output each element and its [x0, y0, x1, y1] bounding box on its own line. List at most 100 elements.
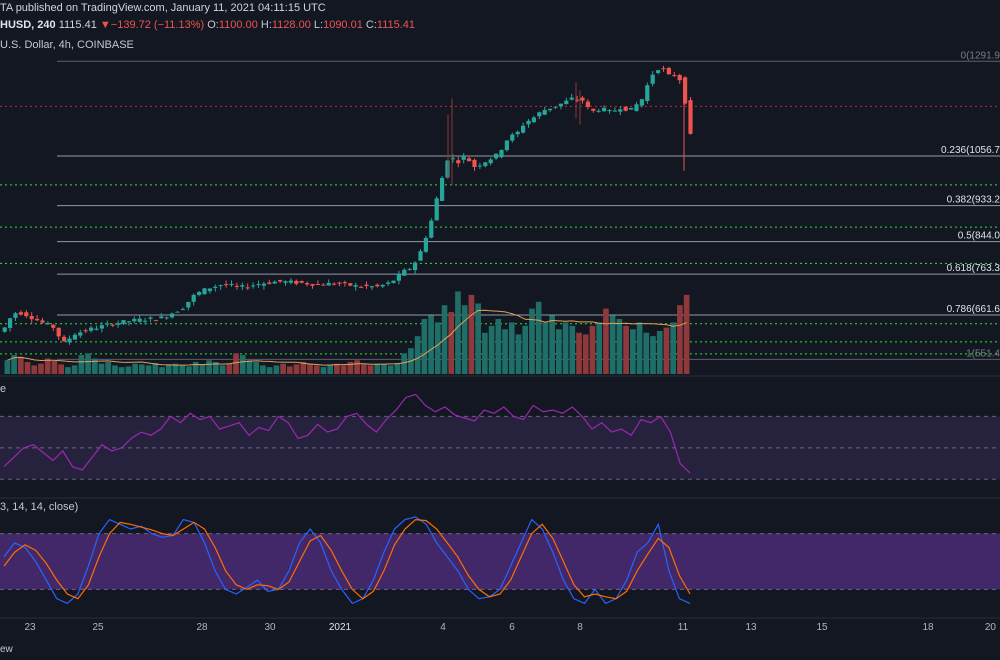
volume-bar: [535, 301, 542, 374]
volume-bar: [206, 360, 212, 374]
candle-up: [67, 338, 72, 343]
candle-up: [240, 285, 245, 287]
candle-up: [612, 110, 617, 112]
volume-bar: [280, 363, 286, 374]
candle-up: [564, 100, 569, 105]
volume-bar: [233, 353, 239, 374]
volume-bar: [508, 322, 515, 374]
candle-up: [494, 153, 499, 159]
candle-up: [569, 97, 574, 100]
volume-bar: [65, 367, 71, 374]
volume-bar: [468, 294, 475, 374]
volume-bar: [85, 353, 91, 374]
volume-bar: [663, 327, 670, 374]
close-value: 1115.41: [376, 19, 416, 31]
volume-bar: [105, 361, 112, 374]
candle-up: [380, 284, 385, 287]
volume-bar: [58, 364, 64, 374]
candle-up: [618, 109, 623, 112]
volume-bar: [186, 366, 192, 374]
candle-up: [99, 325, 104, 329]
volume-bar: [556, 329, 562, 374]
candle-down: [348, 283, 353, 286]
volume-bar: [434, 322, 441, 374]
candle-up: [504, 140, 509, 151]
volume-bar: [347, 361, 354, 374]
x-tick-label: 4: [440, 622, 446, 633]
candle-down: [224, 284, 229, 286]
candle-up: [191, 294, 196, 302]
volume-bar: [414, 336, 421, 374]
x-tick-label: 23: [24, 622, 36, 633]
candle-down: [245, 287, 250, 289]
stoch-band: [0, 533, 1000, 590]
fib-level-label: 0.236(1056.7: [941, 145, 1000, 156]
candle-up: [283, 281, 288, 283]
fib-level-label: 0.786(661.6: [947, 304, 1000, 315]
candle-down: [337, 282, 342, 284]
volume-bar: [623, 325, 629, 374]
publisher-text: TA published on TradingView.com, January…: [0, 2, 326, 14]
volume-bar: [515, 334, 522, 374]
candle-up: [499, 149, 504, 158]
candle-up: [288, 280, 293, 283]
candle-up: [116, 323, 121, 325]
candle-down: [688, 100, 693, 134]
volume-bar: [31, 365, 38, 374]
volume-bar: [78, 355, 85, 374]
candle-up: [629, 107, 634, 110]
candle-up: [94, 328, 99, 330]
volume-bar: [139, 364, 145, 374]
candle-up: [558, 103, 563, 107]
stoch-panel-label: 3, 14, 14, close): [0, 501, 78, 513]
volume-bar: [38, 363, 44, 374]
candle-up: [2, 327, 7, 332]
symbol-label[interactable]: HUSD, 240: [0, 19, 56, 31]
volume-bar: [165, 364, 172, 374]
candle-up: [105, 323, 110, 325]
x-tick-label: 8: [577, 622, 583, 633]
candle-down: [666, 67, 671, 75]
fib-level-label: 1(551.4: [966, 348, 1000, 359]
candle-down: [364, 284, 369, 286]
candle-up: [461, 155, 466, 160]
volume-bar: [334, 363, 340, 374]
candle-up: [607, 110, 612, 112]
rsi-panel-label: e: [0, 383, 6, 395]
candle-down: [305, 283, 310, 285]
candle-up: [213, 286, 218, 288]
candle-down: [661, 68, 666, 70]
volume-bar: [562, 322, 569, 374]
candle-up: [483, 162, 488, 167]
candle-up: [440, 177, 445, 201]
candle-up: [170, 313, 175, 318]
volume-bar: [307, 363, 313, 374]
volume-bar: [17, 356, 24, 374]
candle-up: [126, 321, 131, 323]
candle-up: [180, 309, 185, 311]
candle-down: [672, 75, 677, 77]
candle-up: [207, 288, 212, 292]
volume-bar: [461, 305, 468, 374]
candle-up: [531, 117, 536, 123]
candle-down: [234, 285, 239, 287]
volume-bar: [448, 312, 455, 374]
candle-up: [537, 112, 542, 117]
volume-bar: [475, 303, 481, 374]
candle-down: [278, 279, 283, 282]
candle-down: [321, 284, 326, 286]
stoch-d-line: [3, 518, 691, 600]
volume-bar: [455, 291, 461, 374]
candle-up: [175, 311, 180, 313]
volume-bar: [381, 364, 387, 374]
candle-up: [272, 281, 277, 284]
volume-bar: [4, 360, 11, 374]
volume-bar: [132, 363, 138, 374]
candle-down: [375, 284, 380, 287]
candle-up: [218, 285, 223, 287]
x-tick-label: 2021: [329, 622, 352, 633]
candle-up: [542, 109, 547, 115]
volume-bar: [401, 353, 407, 374]
volume-bar: [677, 305, 683, 374]
